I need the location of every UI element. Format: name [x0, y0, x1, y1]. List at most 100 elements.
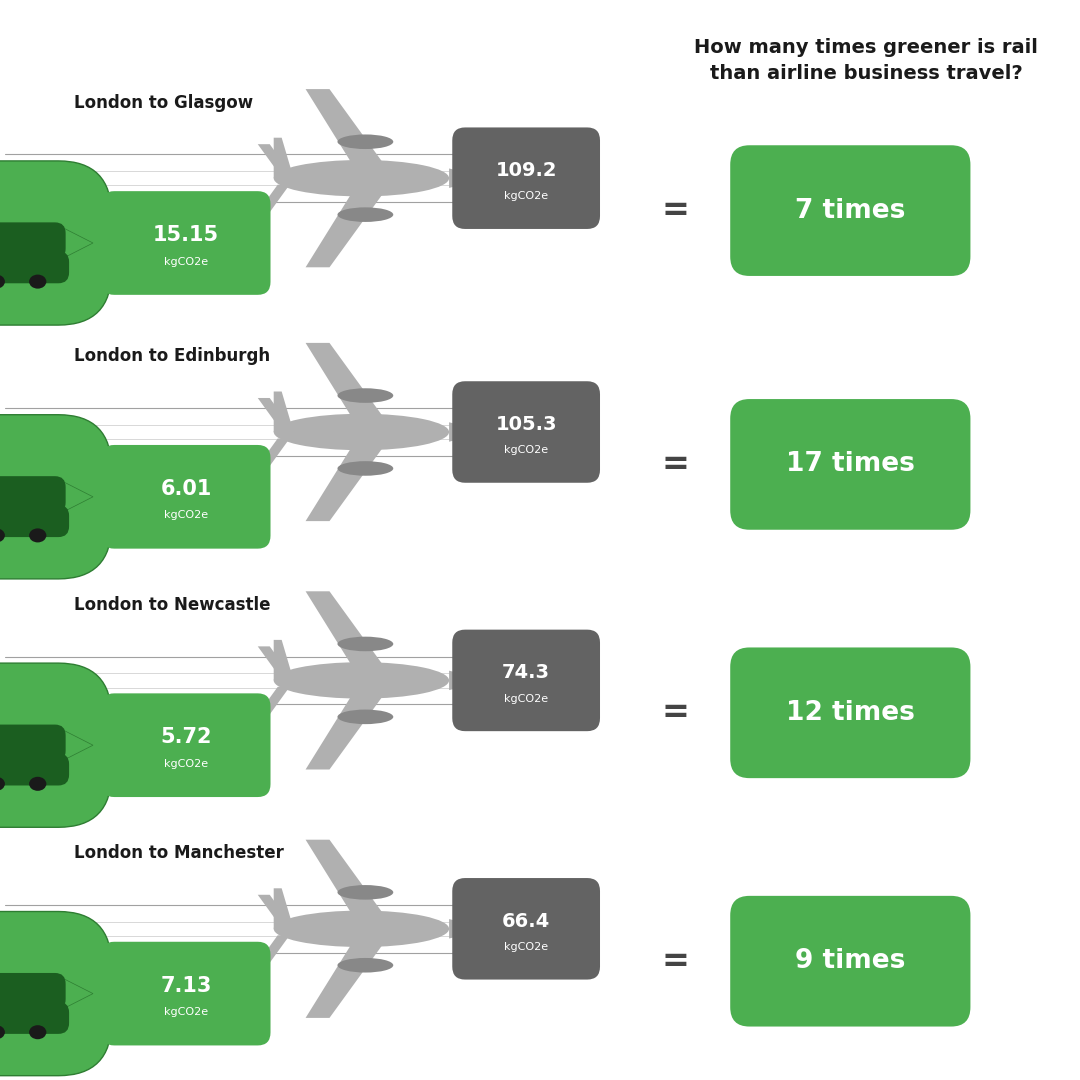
Ellipse shape	[273, 414, 449, 450]
Text: London to Edinburgh: London to Edinburgh	[75, 348, 270, 365]
Text: kgCO2e: kgCO2e	[164, 1008, 208, 1017]
Polygon shape	[58, 976, 93, 1011]
Polygon shape	[449, 422, 489, 442]
Ellipse shape	[337, 388, 393, 403]
Text: 17 times: 17 times	[786, 451, 915, 477]
Polygon shape	[258, 894, 289, 922]
Text: kgCO2e: kgCO2e	[164, 511, 208, 521]
FancyBboxPatch shape	[453, 127, 600, 229]
Ellipse shape	[337, 886, 393, 900]
Polygon shape	[58, 226, 93, 260]
Text: 9 times: 9 times	[795, 948, 905, 974]
FancyBboxPatch shape	[453, 630, 600, 731]
Polygon shape	[58, 480, 93, 514]
Text: kgCO2e: kgCO2e	[504, 942, 549, 951]
Text: 7 times: 7 times	[795, 198, 905, 224]
Polygon shape	[273, 639, 294, 680]
Polygon shape	[273, 138, 294, 178]
Polygon shape	[449, 168, 489, 188]
Ellipse shape	[29, 1025, 46, 1039]
Ellipse shape	[0, 528, 5, 542]
FancyBboxPatch shape	[730, 400, 971, 529]
Text: kgCO2e: kgCO2e	[164, 759, 208, 769]
Polygon shape	[306, 190, 386, 268]
Text: 7.13: 7.13	[160, 976, 212, 996]
Text: =: =	[661, 448, 689, 481]
FancyBboxPatch shape	[102, 693, 270, 797]
Text: kgCO2e: kgCO2e	[504, 445, 549, 455]
Ellipse shape	[0, 274, 5, 288]
FancyBboxPatch shape	[0, 663, 111, 827]
Text: London to Glasgow: London to Glasgow	[75, 94, 254, 111]
Polygon shape	[258, 935, 289, 963]
FancyBboxPatch shape	[0, 725, 66, 761]
Ellipse shape	[337, 958, 393, 972]
FancyBboxPatch shape	[453, 381, 600, 483]
Ellipse shape	[29, 528, 46, 542]
Text: 5.72: 5.72	[160, 728, 212, 747]
Text: How many times greener is rail
than airline business travel?: How many times greener is rail than airl…	[694, 38, 1038, 83]
Polygon shape	[273, 391, 294, 432]
Polygon shape	[449, 671, 489, 690]
Ellipse shape	[29, 274, 46, 288]
Ellipse shape	[29, 777, 46, 791]
FancyBboxPatch shape	[0, 1002, 69, 1034]
FancyBboxPatch shape	[0, 973, 66, 1010]
FancyBboxPatch shape	[0, 912, 111, 1076]
Polygon shape	[273, 888, 294, 929]
Ellipse shape	[337, 636, 393, 651]
Polygon shape	[258, 145, 289, 172]
FancyBboxPatch shape	[453, 878, 600, 980]
FancyBboxPatch shape	[0, 754, 69, 785]
Polygon shape	[306, 444, 386, 522]
Text: =: =	[661, 194, 689, 227]
Text: 105.3: 105.3	[496, 415, 557, 434]
Text: kgCO2e: kgCO2e	[164, 257, 208, 267]
Ellipse shape	[273, 910, 449, 947]
Text: London to Newcastle: London to Newcastle	[75, 596, 271, 613]
FancyBboxPatch shape	[0, 505, 69, 537]
Text: 74.3: 74.3	[502, 663, 550, 683]
FancyBboxPatch shape	[0, 222, 66, 259]
Polygon shape	[258, 185, 289, 212]
Polygon shape	[306, 692, 386, 769]
Text: 12 times: 12 times	[786, 700, 915, 726]
Polygon shape	[306, 90, 386, 166]
Polygon shape	[258, 687, 289, 715]
Polygon shape	[306, 941, 386, 1017]
Polygon shape	[306, 343, 386, 420]
Ellipse shape	[273, 160, 449, 197]
Text: London to Manchester: London to Manchester	[75, 845, 284, 862]
Text: kgCO2e: kgCO2e	[504, 191, 549, 201]
Polygon shape	[449, 919, 489, 939]
Ellipse shape	[337, 207, 393, 222]
FancyBboxPatch shape	[102, 942, 270, 1045]
Text: 66.4: 66.4	[502, 912, 551, 931]
Text: kgCO2e: kgCO2e	[504, 693, 549, 703]
Polygon shape	[258, 646, 289, 674]
Polygon shape	[306, 840, 386, 917]
Polygon shape	[258, 397, 289, 426]
FancyBboxPatch shape	[102, 445, 270, 549]
Ellipse shape	[337, 461, 393, 475]
FancyBboxPatch shape	[730, 896, 971, 1026]
FancyBboxPatch shape	[0, 252, 69, 283]
Polygon shape	[58, 728, 93, 762]
Ellipse shape	[273, 662, 449, 699]
Text: =: =	[661, 697, 689, 729]
FancyBboxPatch shape	[0, 161, 111, 325]
FancyBboxPatch shape	[0, 476, 66, 513]
Text: 6.01: 6.01	[160, 480, 212, 499]
Ellipse shape	[0, 1025, 5, 1039]
Text: 15.15: 15.15	[153, 226, 219, 245]
FancyBboxPatch shape	[730, 648, 971, 778]
FancyBboxPatch shape	[730, 146, 971, 276]
Polygon shape	[306, 592, 386, 669]
Polygon shape	[258, 438, 289, 467]
Ellipse shape	[0, 777, 5, 791]
Ellipse shape	[337, 135, 393, 149]
FancyBboxPatch shape	[0, 415, 111, 579]
Ellipse shape	[337, 710, 393, 725]
Text: =: =	[661, 945, 689, 977]
FancyBboxPatch shape	[102, 191, 270, 295]
